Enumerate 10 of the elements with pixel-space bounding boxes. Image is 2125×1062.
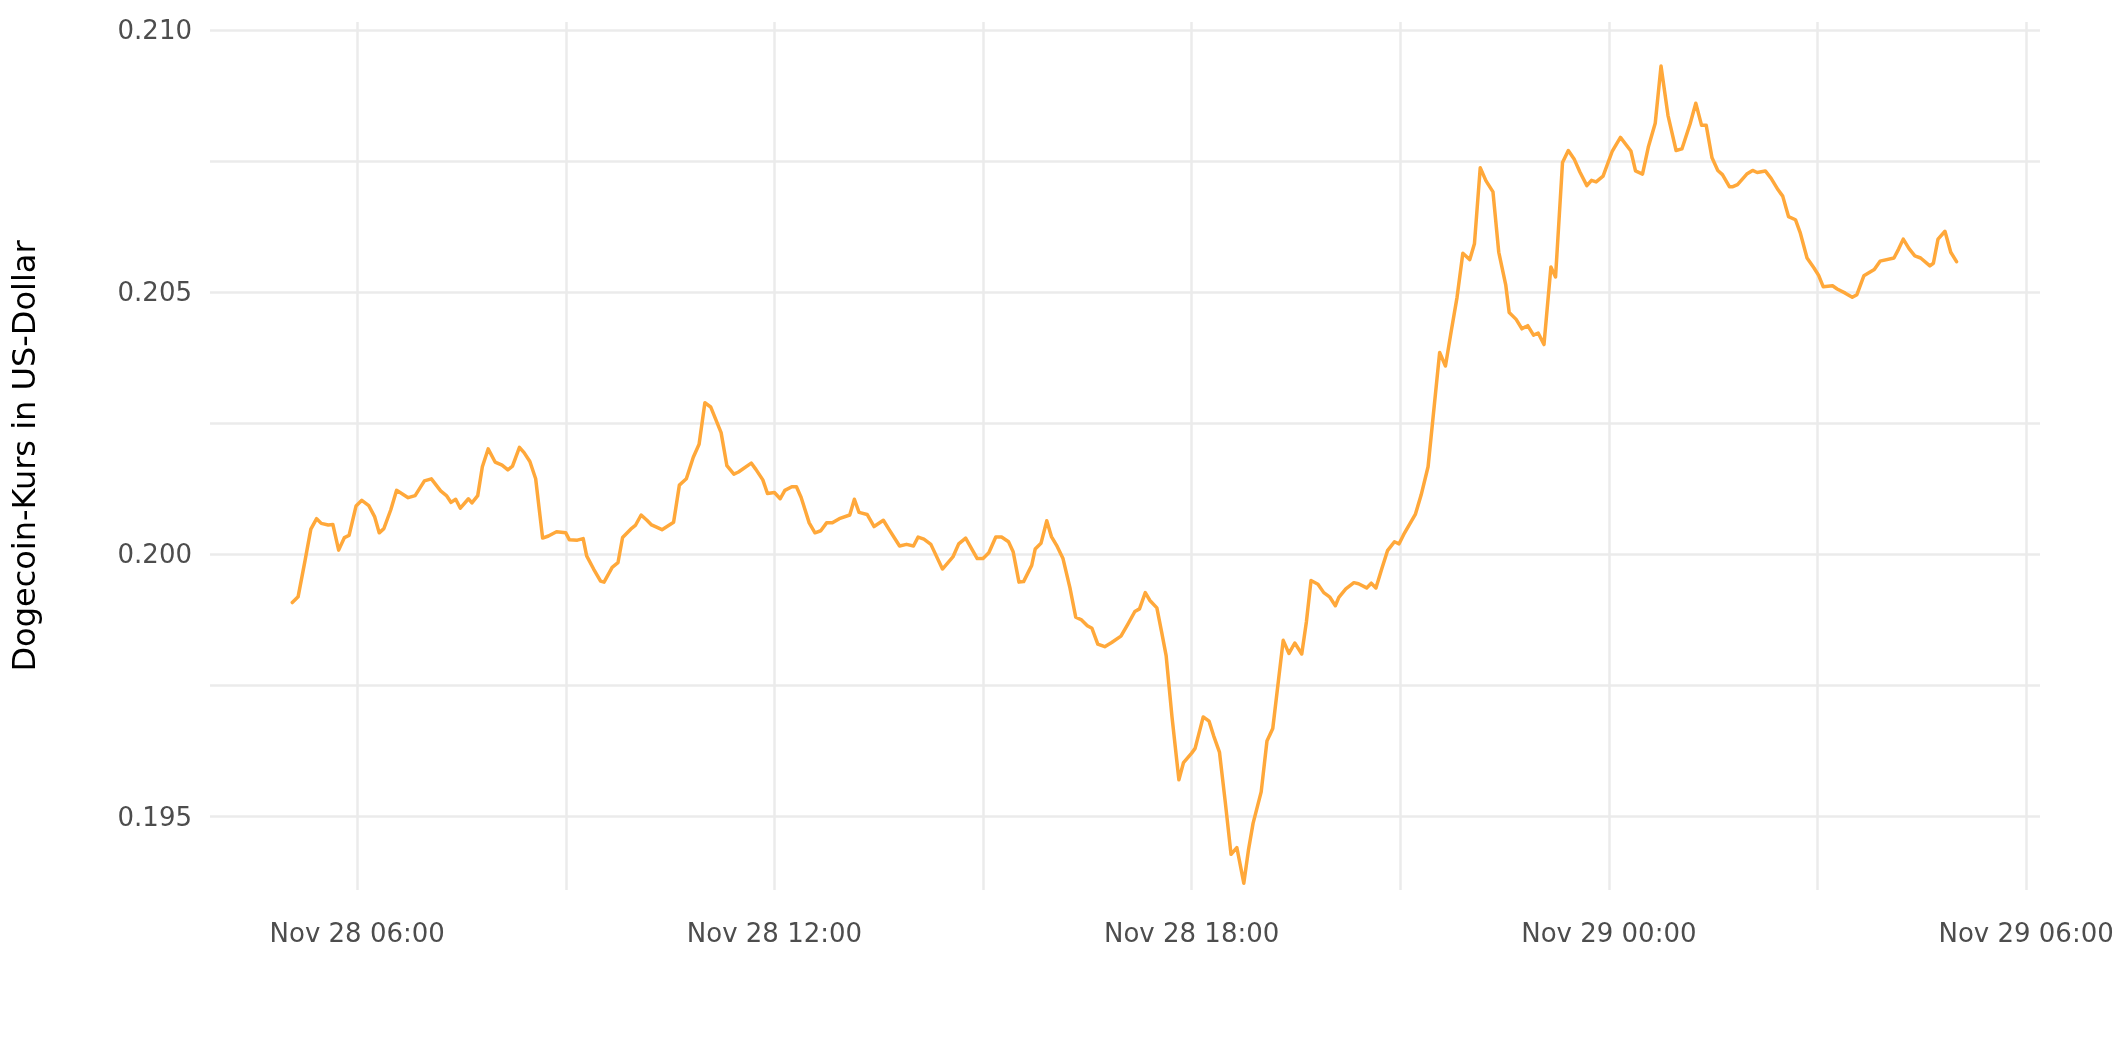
- y-tick-label: 0.200: [117, 539, 192, 570]
- y-tick-label: 0.210: [117, 14, 192, 45]
- x-tick-label: Nov 28 06:00: [269, 918, 445, 948]
- x-tick-label: Nov 28 12:00: [686, 918, 863, 948]
- y-axis-title: Dogecoin-Kurs in US-Dollar: [5, 239, 43, 672]
- y-tick-label: 0.205: [117, 277, 192, 308]
- x-tick-label: Nov 29 00:00: [1521, 918, 1697, 948]
- y-tick-label: 0.195: [117, 801, 192, 832]
- x-tick-label: Nov 29 06:00: [1938, 918, 2114, 948]
- x-tick-label: Nov 28 18:00: [1103, 918, 1280, 948]
